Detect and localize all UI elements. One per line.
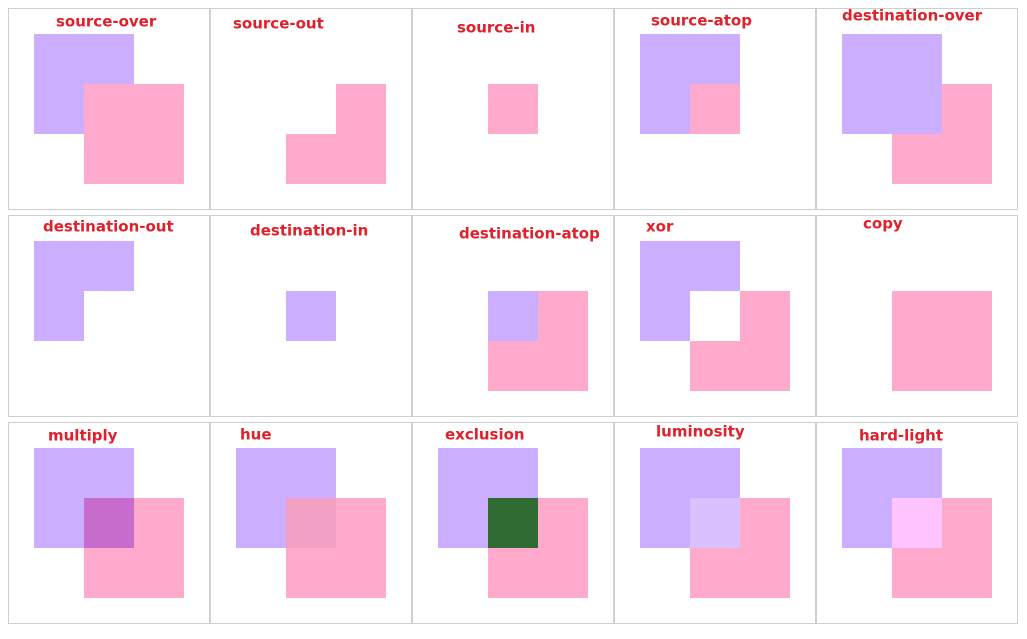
- panel-label: source-atop: [651, 12, 752, 30]
- overlap: [488, 84, 538, 134]
- panel-label: luminosity: [656, 423, 745, 441]
- panel: multiply: [8, 422, 210, 624]
- overlap: [690, 84, 740, 134]
- panel: exclusion: [412, 422, 614, 624]
- panel-label: multiply: [48, 427, 118, 445]
- panel: luminosity: [614, 422, 816, 624]
- panel: destination-out: [8, 215, 210, 417]
- pink-square: [892, 291, 992, 391]
- panel: destination-atop: [412, 215, 614, 417]
- panel: destination-over: [816, 7, 1018, 210]
- panel-label: exclusion: [445, 426, 525, 444]
- panel: destination-in: [210, 215, 412, 417]
- overlap: [286, 84, 336, 134]
- panel: source-out: [210, 8, 412, 210]
- overlap: [690, 498, 740, 548]
- panel-label: copy: [863, 215, 903, 233]
- overlap: [488, 291, 538, 341]
- panel-label: destination-atop: [459, 225, 600, 243]
- panel-label: source-in: [457, 19, 535, 37]
- panel-label: hard-light: [859, 427, 943, 445]
- panel-label: hue: [240, 426, 272, 444]
- panel-label: destination-over: [842, 7, 983, 25]
- panel: source-in: [412, 8, 614, 210]
- overlap: [286, 498, 336, 548]
- panel: source-over: [8, 8, 210, 210]
- overlap: [488, 498, 538, 548]
- pink-square: [84, 84, 184, 184]
- panel-label: destination-out: [43, 218, 174, 236]
- purple-square: [842, 34, 942, 134]
- overlap: [286, 291, 336, 341]
- panel-label: source-out: [233, 15, 324, 33]
- overlap: [892, 498, 942, 548]
- panel-label: source-over: [56, 13, 157, 31]
- panel: copy: [816, 215, 1018, 417]
- panel: hard-light: [816, 422, 1018, 624]
- overlap: [84, 498, 134, 548]
- panel: xor: [614, 215, 816, 417]
- panel: source-atop: [614, 8, 816, 210]
- overlap: [690, 291, 740, 341]
- panel-label: xor: [646, 218, 674, 236]
- overlap: [84, 291, 134, 341]
- panel-label: destination-in: [250, 222, 368, 240]
- panel: hue: [210, 422, 412, 624]
